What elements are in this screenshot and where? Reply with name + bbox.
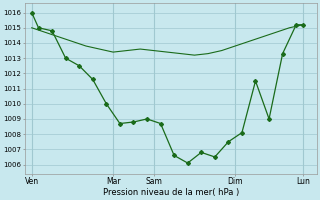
X-axis label: Pression niveau de la mer( hPa ): Pression niveau de la mer( hPa ) <box>103 188 239 197</box>
